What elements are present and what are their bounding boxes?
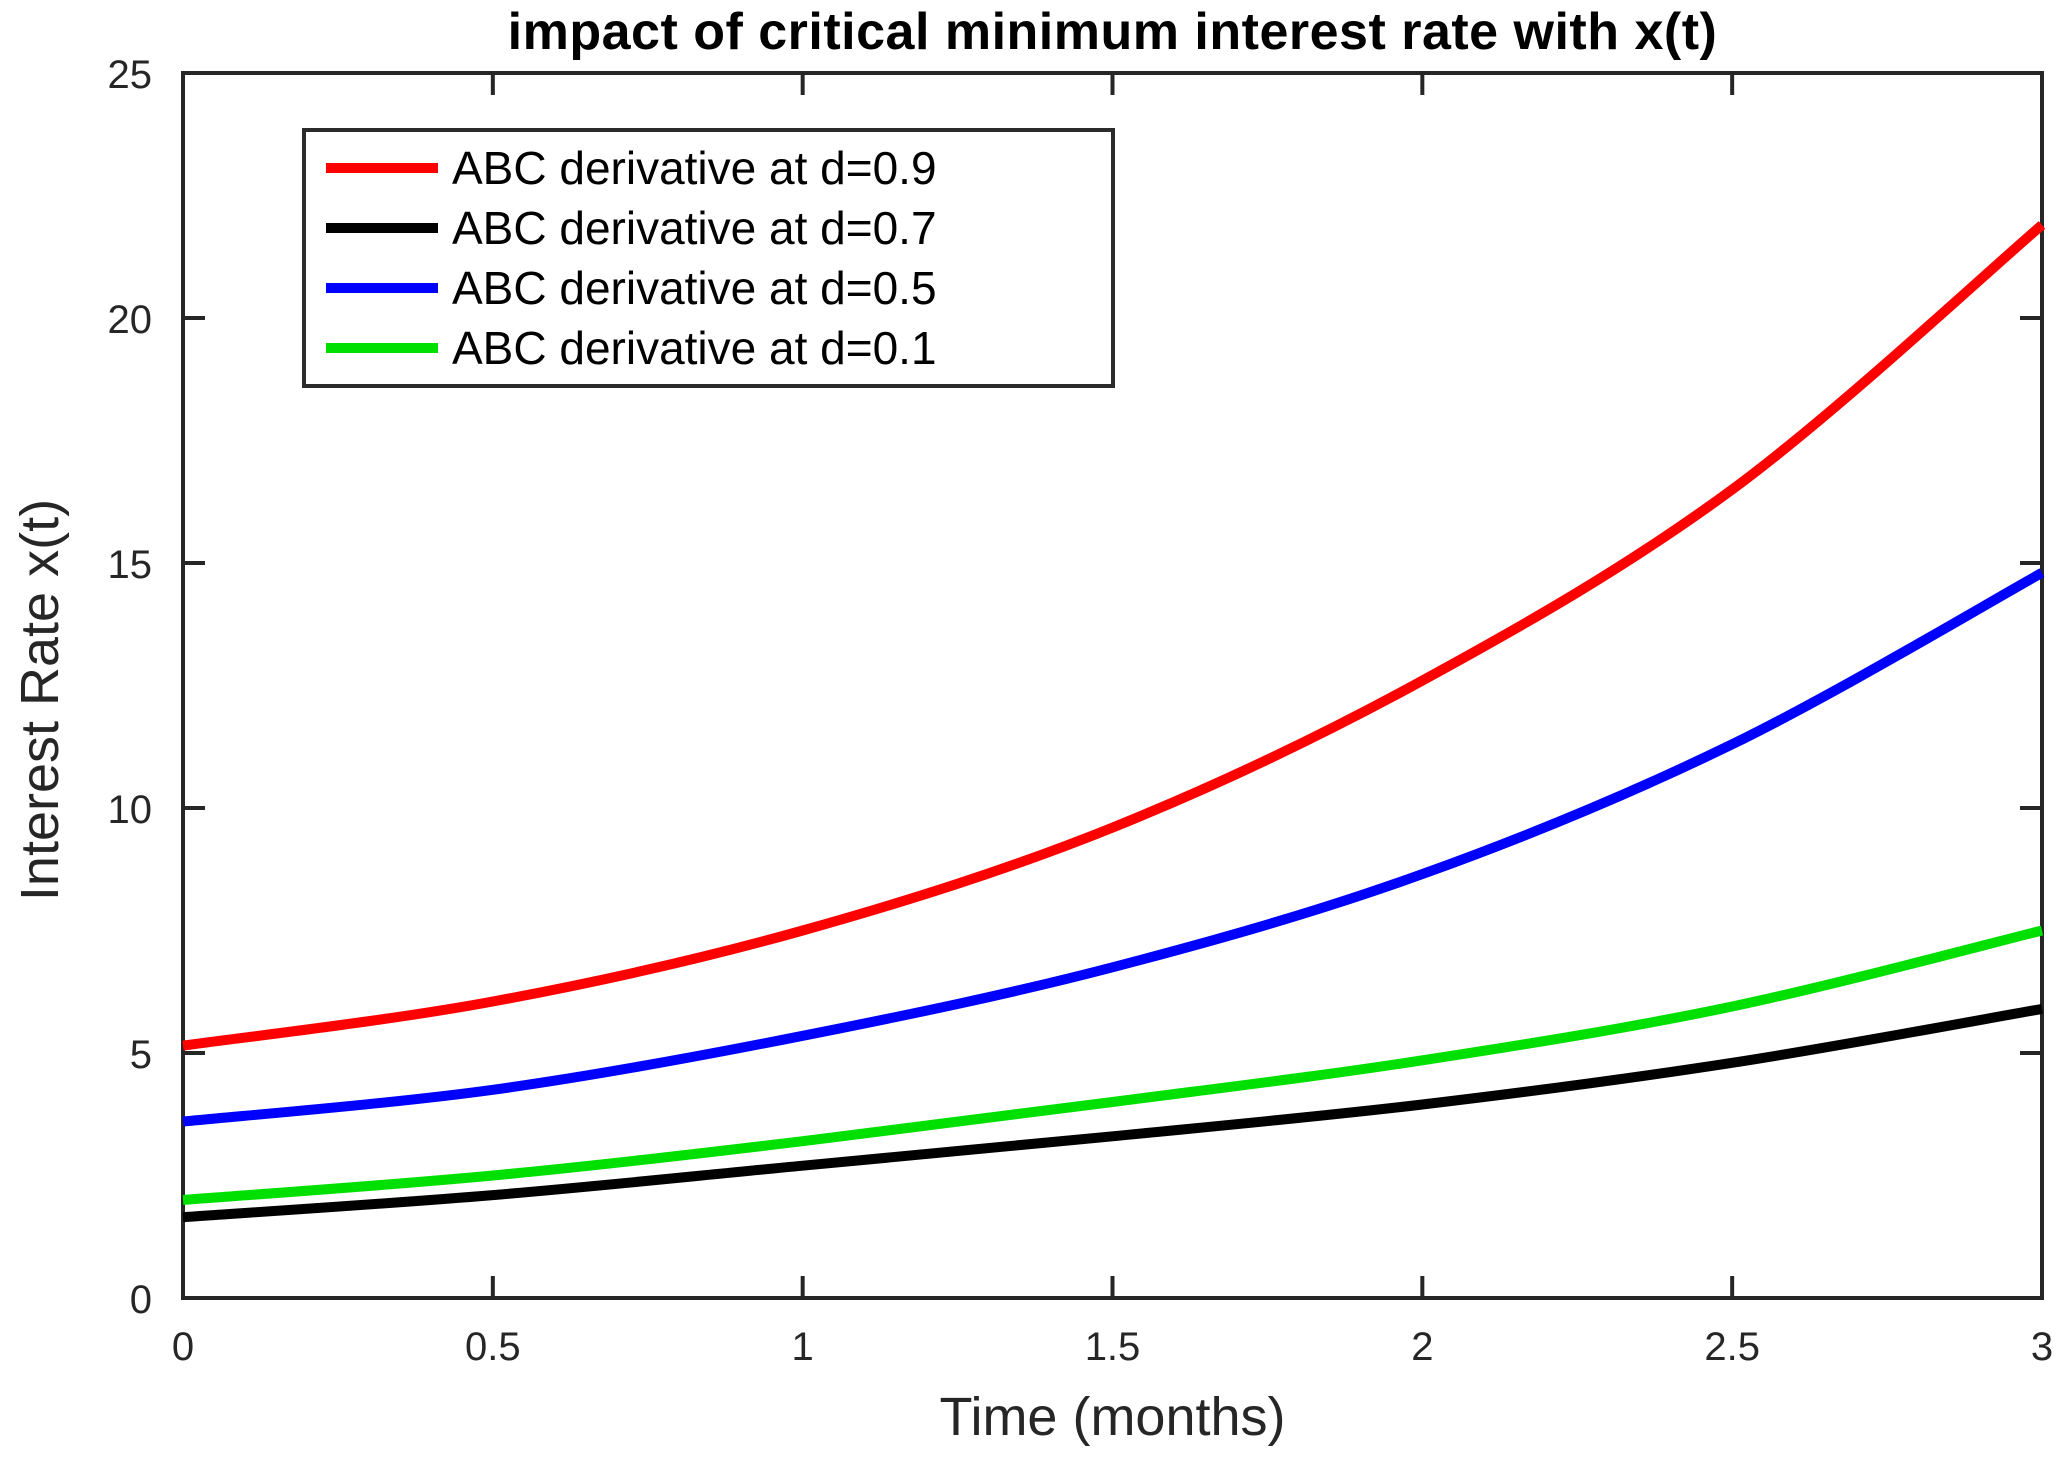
legend-item: ABC derivative at d=0.5 (306, 258, 1111, 318)
series-line-abc-derivative-at-d-0.1 (182, 925, 2044, 1205)
x-tick-label: 1.5 (1085, 1325, 1141, 1369)
series-line-abc-derivative-at-d-0.9 (182, 221, 2046, 1051)
legend-line-swatch (326, 223, 438, 233)
legend-label: ABC derivative at d=0.5 (452, 262, 937, 314)
x-tick-label: 0 (172, 1325, 194, 1369)
legend-label: ABC derivative at d=0.1 (452, 322, 937, 374)
y-tick-label: 0 (130, 1278, 152, 1322)
series-line-abc-derivative-at-d-0.5 (182, 568, 2045, 1127)
y-tick-label: 20 (108, 298, 153, 342)
y-tick-label: 25 (108, 53, 153, 97)
x-tick-label: 0.5 (465, 1325, 521, 1369)
legend-line-swatch (326, 283, 438, 293)
x-tick-label: 2.5 (1704, 1325, 1760, 1369)
legend-item: ABC derivative at d=0.1 (306, 318, 1111, 378)
y-tick-label: 5 (130, 1033, 152, 1077)
legend-item: ABC derivative at d=0.9 (306, 138, 1111, 198)
x-tick-label: 3 (2031, 1325, 2053, 1369)
legend-line-swatch (326, 163, 438, 173)
y-tick-label: 15 (108, 543, 153, 587)
legend-item: ABC derivative at d=0.7 (306, 198, 1111, 258)
legend-line-swatch (326, 343, 438, 353)
legend-label: ABC derivative at d=0.9 (452, 142, 937, 194)
chart-title: impact of critical minimum interest rate… (507, 3, 1718, 61)
series-line-abc-derivative-at-d-0.7 (182, 1003, 2043, 1223)
y-tick-label: 10 (108, 788, 153, 832)
x-tick-label: 2 (1411, 1325, 1433, 1369)
x-tick-label: 1 (792, 1325, 814, 1369)
legend-label: ABC derivative at d=0.7 (452, 202, 937, 254)
legend: ABC derivative at d=0.9 ABC derivative at… (302, 128, 1115, 388)
x-axis-label: Time (months) (939, 1387, 1286, 1447)
